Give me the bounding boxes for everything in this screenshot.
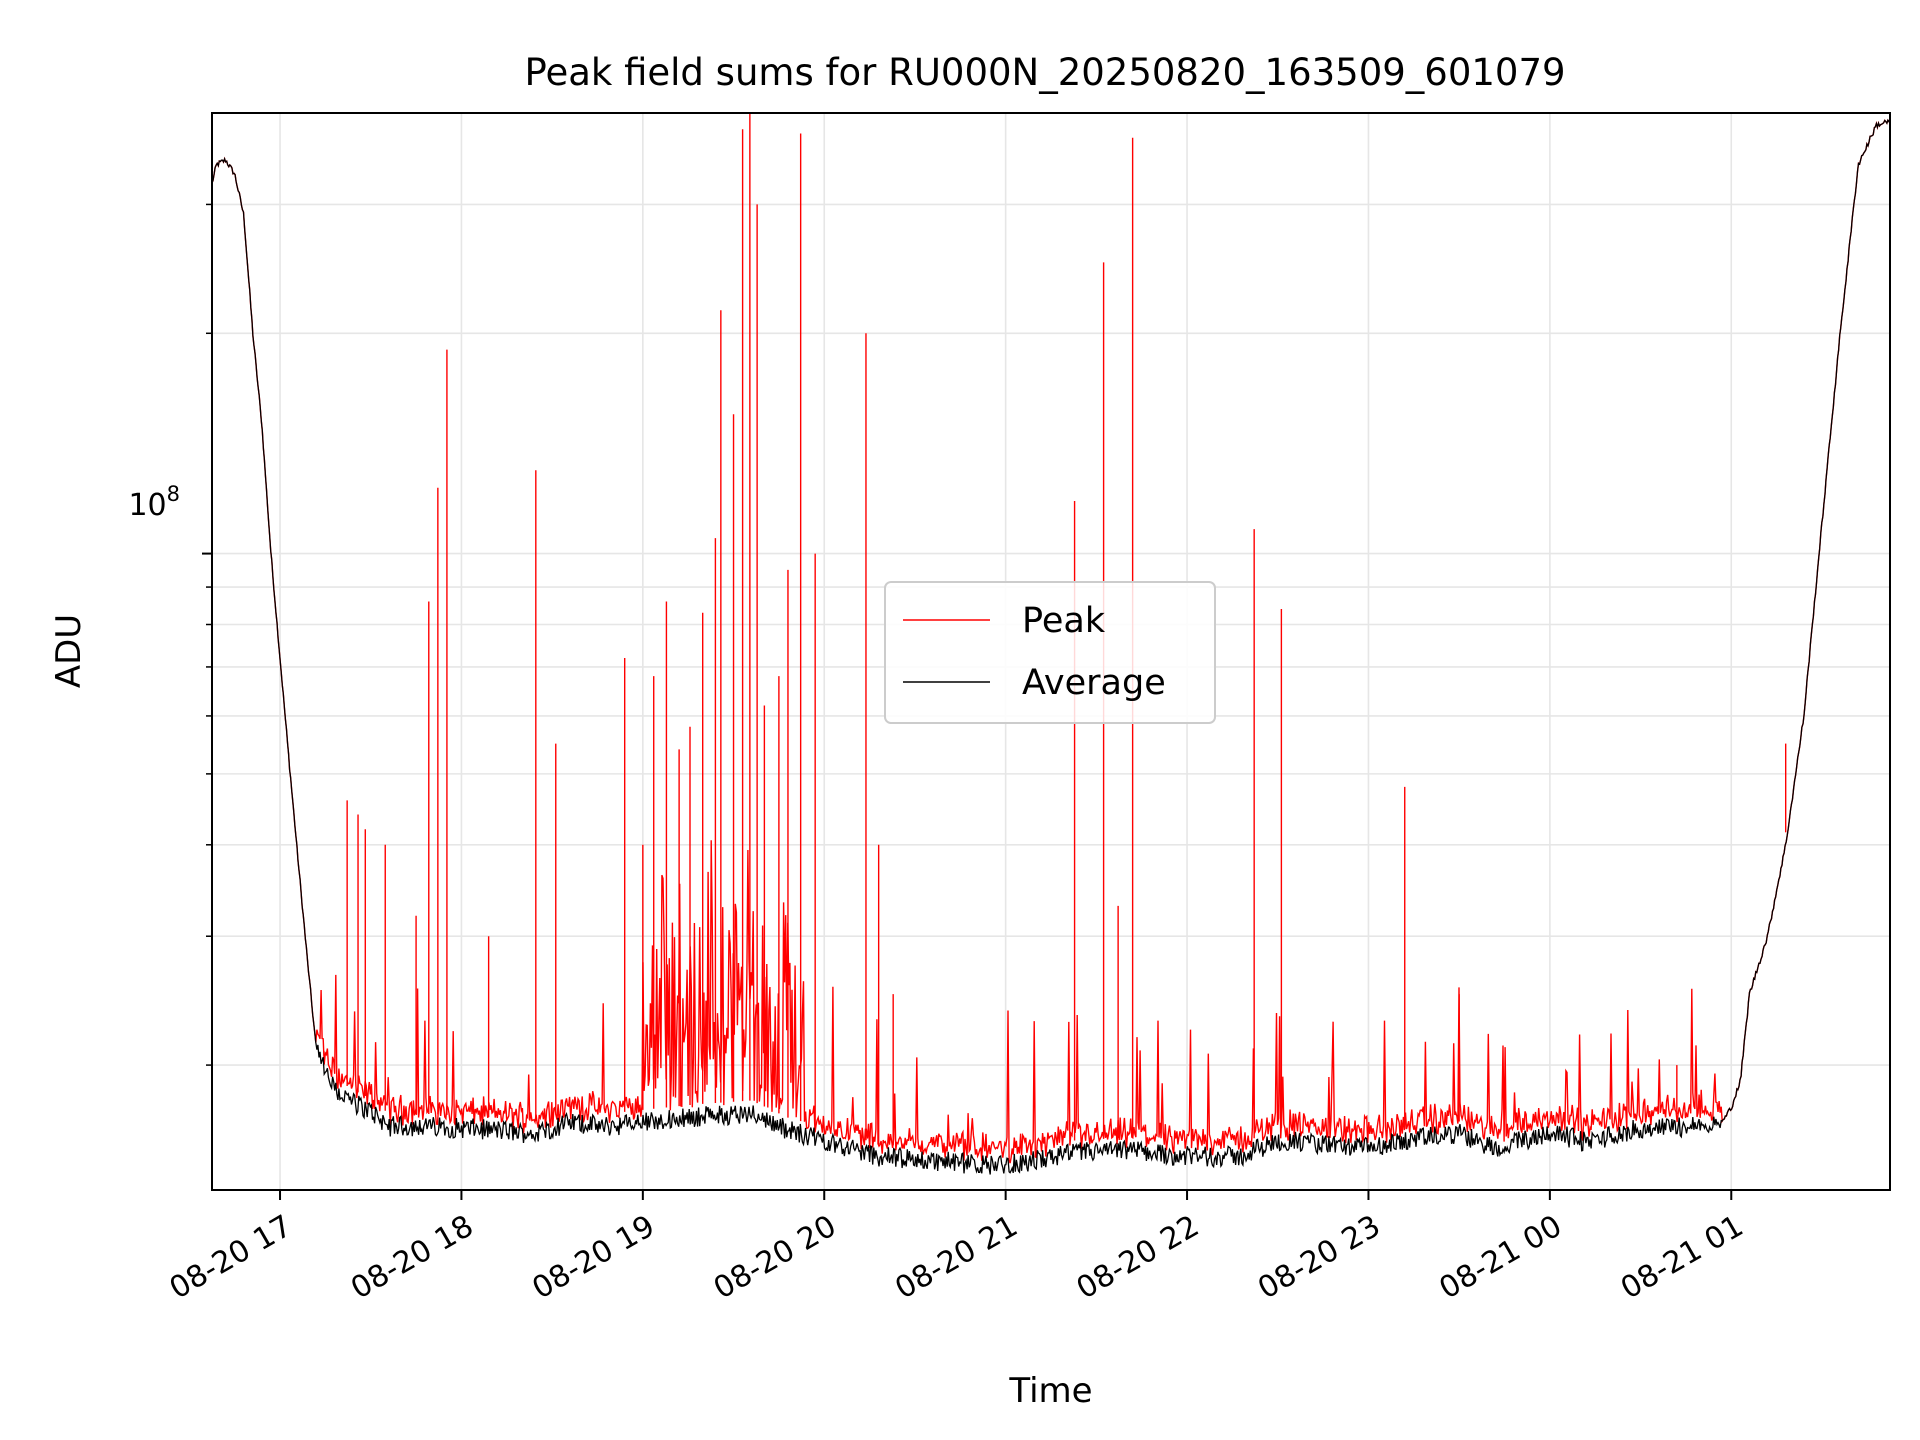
average-series bbox=[211, 118, 1891, 1175]
peak-line bbox=[211, 118, 1891, 1164]
chart-title: Peak field sums for RU000N_20250820_1635… bbox=[524, 51, 1565, 94]
y-tick-label-1e8: 108 bbox=[128, 482, 180, 523]
x-axis-label: Time bbox=[1008, 1371, 1092, 1411]
y-axis-ticks bbox=[202, 203, 212, 1066]
average-line bbox=[211, 118, 1891, 1175]
axes-frame bbox=[211, 112, 1891, 1191]
y-tick-label-base: 10 bbox=[128, 488, 166, 523]
y-axis-label: ADU bbox=[49, 614, 89, 688]
legend-peak-label: Peak bbox=[1022, 601, 1106, 641]
legend-average-label: Average bbox=[1022, 663, 1166, 703]
legend: Peak Average bbox=[884, 581, 1216, 724]
legend-box bbox=[884, 581, 1216, 724]
y-tick-label-exponent: 8 bbox=[167, 482, 180, 506]
peak-series bbox=[211, 113, 1891, 1164]
